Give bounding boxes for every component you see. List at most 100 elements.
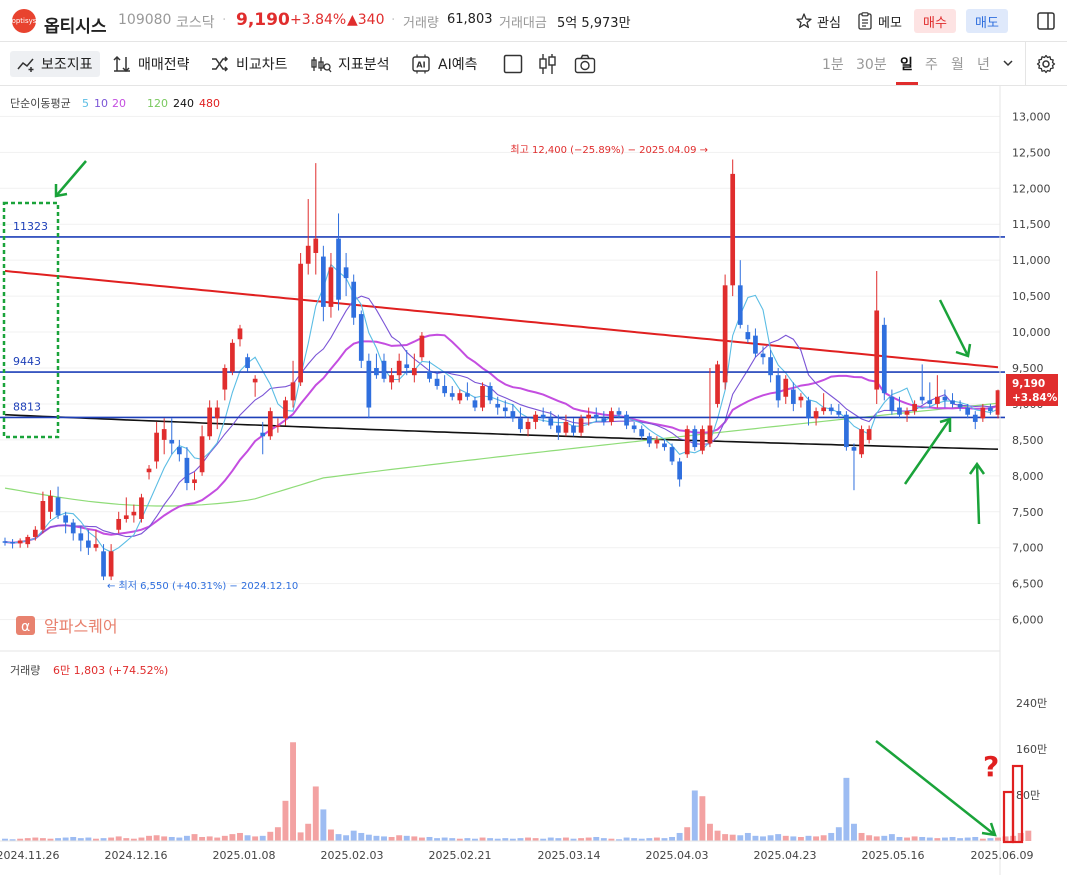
- volume-bar: [767, 835, 774, 841]
- strategy-button[interactable]: 매매전략: [112, 51, 190, 77]
- volume-bar: [24, 838, 31, 841]
- ai-badge-text: AI: [416, 61, 425, 70]
- candle-body: [919, 396, 925, 401]
- stock-chart[interactable]: 단순이동평균 5 10 20 120 240 480 11323 9443 8813…: [0, 86, 1067, 875]
- candle-body: [715, 364, 720, 404]
- arrow-3: [903, 418, 952, 485]
- candle-body: [753, 335, 758, 354]
- candle-body: [313, 238, 319, 253]
- amount-value: 5억 5,973만: [557, 16, 631, 31]
- ma-legend-20: 20: [112, 97, 126, 110]
- volume-bar: [646, 838, 653, 841]
- chevron-down-icon[interactable]: [1002, 58, 1014, 68]
- indicators-label: 보조지표: [41, 57, 93, 73]
- x-tick-label: 2024.12.16: [105, 849, 168, 862]
- volume-bar: [418, 837, 425, 841]
- volume-bar: [562, 837, 569, 841]
- camera-icon[interactable]: [574, 54, 596, 74]
- volume-bar: [517, 838, 524, 841]
- green-arrow-annotations: [54, 160, 997, 837]
- square-draw-icon[interactable]: [503, 54, 523, 74]
- volume-bar: [1025, 830, 1032, 841]
- ma10-line: [4, 295, 999, 544]
- level-label-9443: 9443: [13, 355, 41, 368]
- candle-body: [169, 439, 175, 444]
- volume-bar: [949, 836, 956, 841]
- volume-bar: [259, 835, 266, 841]
- candle-body: [10, 541, 15, 544]
- market-name: 코스닥: [176, 15, 215, 31]
- sell-button[interactable]: 매도: [966, 9, 1008, 33]
- candle-body: [419, 335, 425, 358]
- candle-body: [957, 403, 963, 408]
- candle-body: [601, 418, 607, 422]
- volume-bar: [858, 832, 865, 841]
- y-tick-label: 6,000: [1012, 614, 1044, 627]
- buy-button[interactable]: 매수: [914, 9, 956, 33]
- candle-body: [351, 281, 357, 318]
- analysis-button[interactable]: 지표분석: [310, 51, 390, 77]
- volume-bar: [252, 836, 259, 841]
- candle-body: [442, 385, 447, 394]
- candle-body: [881, 324, 887, 394]
- side-panel-icon[interactable]: [1036, 11, 1056, 31]
- candle-body: [684, 429, 690, 455]
- candle-body: [624, 414, 629, 426]
- volume-bar: [797, 836, 804, 841]
- ai-predict-button[interactable]: AI AI예측: [410, 51, 477, 77]
- candle-body: [495, 403, 501, 408]
- volume-bar: [638, 838, 645, 841]
- period-week[interactable]: 주: [925, 57, 938, 73]
- volume-bar: [32, 837, 39, 841]
- period-day[interactable]: 일: [900, 57, 913, 73]
- arrow-1-head: [54, 184, 68, 198]
- candle-body: [775, 375, 781, 401]
- volume-bar: [305, 823, 312, 841]
- volume-tick-label: 160만: [1016, 743, 1047, 756]
- y-tick-label: 11,000: [1012, 254, 1051, 267]
- volume-bar: [70, 836, 77, 841]
- candle-body: [245, 357, 250, 368]
- volume-bar: [509, 838, 516, 841]
- compare-button[interactable]: 비교차트: [210, 51, 288, 77]
- candle-body: [556, 425, 561, 433]
- candle-body: [108, 551, 114, 577]
- volume-bar: [426, 836, 433, 841]
- highlight-box: [2, 201, 60, 439]
- volume-bar: [85, 837, 92, 841]
- indicator-icon: [17, 58, 34, 72]
- stock-header: optisys 옵티시스 109080 코스닥 · 9,190 +3.84% ▲…: [0, 0, 1067, 42]
- candle-body: [988, 407, 993, 412]
- candle-body: [677, 461, 682, 480]
- candle-body: [161, 429, 167, 440]
- gear-icon[interactable]: [1036, 54, 1056, 74]
- memo-button[interactable]: 메모: [848, 9, 911, 33]
- candle-body: [480, 385, 485, 408]
- y-tick-label: 12,500: [1012, 146, 1051, 159]
- candle-body: [578, 418, 584, 433]
- candle-body: [55, 497, 61, 516]
- candle-body: [972, 414, 978, 422]
- period-1min[interactable]: 1분: [822, 57, 844, 73]
- volume-bar: [100, 838, 107, 841]
- candle-type-icon[interactable]: [538, 53, 558, 75]
- watch-button[interactable]: 관심: [786, 9, 850, 33]
- candle-body: [321, 256, 326, 307]
- candle-body: [995, 390, 1001, 415]
- volume-bar: [934, 838, 941, 841]
- volume-bar: [805, 835, 812, 841]
- period-month[interactable]: 월: [951, 57, 964, 73]
- volume-bar: [547, 837, 554, 841]
- candle-body: [17, 540, 23, 544]
- volume-bar: [244, 835, 251, 841]
- volume-bar: [221, 835, 228, 841]
- candle-body: [116, 518, 122, 530]
- indicators-button[interactable]: 보조지표: [10, 51, 100, 77]
- period-year[interactable]: 년: [977, 57, 990, 73]
- ma120-line: [4, 402, 999, 507]
- candle-body: [965, 407, 971, 415]
- period-30min[interactable]: 30분: [856, 57, 887, 73]
- separator: ·: [391, 12, 396, 28]
- candle-body: [199, 436, 205, 473]
- volume-bar: [525, 837, 531, 841]
